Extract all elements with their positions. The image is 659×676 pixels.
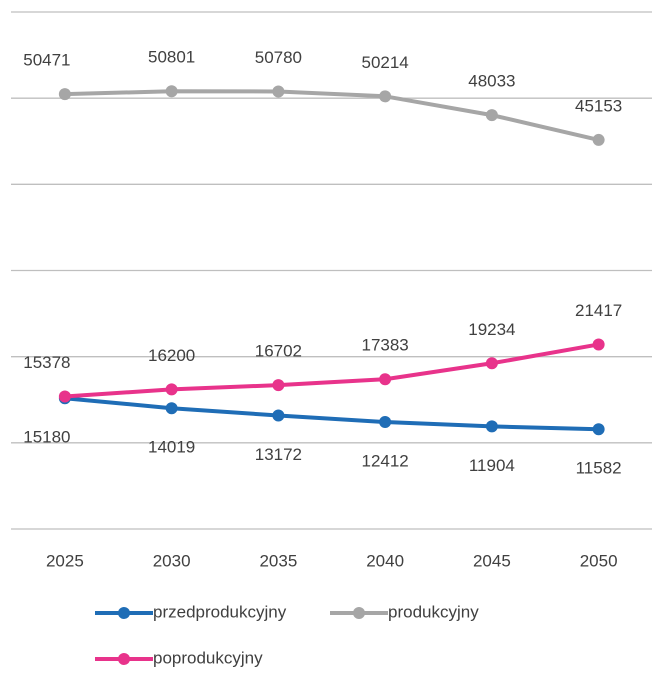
x-tick-label: 2035 [259,551,297,570]
data-point [485,109,498,122]
data-label: 12412 [361,452,408,471]
data-point [272,85,285,98]
data-label: 45153 [575,96,622,115]
x-tick-label: 2040 [366,551,404,570]
data-label: 11582 [576,459,622,478]
data-point [272,409,285,422]
data-point [272,379,285,392]
data-label: 16200 [148,346,195,365]
data-label: 14019 [148,438,195,457]
x-tick-label: 2025 [46,551,84,570]
data-point [592,423,605,436]
legend-marker [353,607,365,619]
data-label: 50471 [23,51,70,70]
data-label: 19234 [468,320,515,339]
x-tick-label: 2030 [153,551,191,570]
data-label: 48033 [468,72,515,91]
data-label: 16702 [255,342,302,361]
data-point [485,420,498,433]
data-point [379,90,392,103]
data-point [58,390,71,403]
data-point [485,357,498,370]
data-label: 50801 [148,48,195,67]
data-point [592,133,605,146]
data-label: 50780 [255,48,302,67]
data-point [165,402,178,415]
legend-marker [118,607,130,619]
legend-label: poprodukcyjny [153,648,263,667]
data-label: 50214 [361,53,408,72]
data-label: 15180 [23,428,70,447]
data-point [58,88,71,101]
data-label: 21417 [575,301,622,320]
legend-marker [118,653,130,665]
legend-label: przedprodukcyjny [153,602,287,621]
data-point [379,373,392,386]
data-point [592,338,605,351]
data-label: 15378 [23,353,70,372]
series-line [64,342,599,399]
data-point [379,416,392,429]
x-tick-label: 2045 [473,551,511,570]
data-label: 13172 [255,445,302,464]
series-line [64,396,599,432]
data-label: 17383 [361,336,408,355]
series-line [64,89,600,142]
x-tick-label: 2050 [580,551,618,570]
data-label: 11904 [469,456,515,475]
data-point [165,85,178,98]
data-point [165,383,178,396]
legend-label: produkcyjny [388,602,479,621]
